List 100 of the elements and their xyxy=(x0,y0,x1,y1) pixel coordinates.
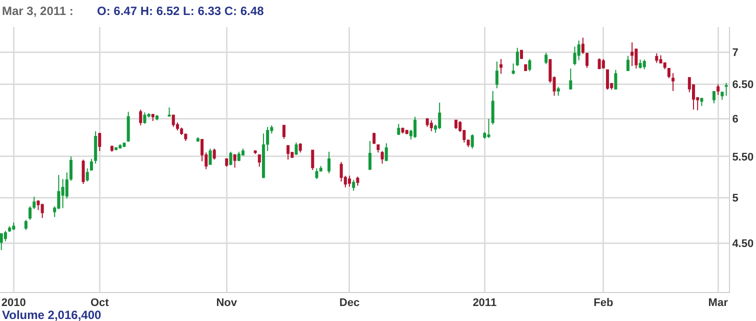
candlestick xyxy=(716,84,720,96)
candlestick xyxy=(667,68,670,79)
y-tick-label: 5.50 xyxy=(732,151,754,164)
y-tick-label: 7 xyxy=(732,47,738,60)
candlestick xyxy=(430,120,433,132)
candlestick xyxy=(294,142,298,156)
candlestick xyxy=(184,133,188,142)
candlestick xyxy=(348,175,351,188)
x-tick-label: Dec xyxy=(339,297,360,310)
y-tick-label: 6.50 xyxy=(732,79,754,92)
candlestick xyxy=(110,145,114,152)
candlestick xyxy=(368,140,372,171)
candlestick xyxy=(642,59,646,70)
candlestick xyxy=(126,111,130,142)
candlestick xyxy=(581,37,584,55)
candlestick xyxy=(384,142,388,162)
candlestick xyxy=(356,176,360,186)
candlestick xyxy=(258,154,261,168)
candlestick xyxy=(172,114,175,128)
candlestick xyxy=(143,112,146,124)
text: O: 6.47 H: 6.52 L: 6.33 C: 6.48 xyxy=(97,4,264,18)
candlestick xyxy=(298,142,302,154)
x-tick-label: Nov xyxy=(216,297,238,310)
candlestick xyxy=(8,226,12,232)
y-tick-label: 5 xyxy=(732,192,738,205)
candlestick xyxy=(470,134,474,150)
candlestick xyxy=(282,124,286,140)
candlestick xyxy=(225,158,228,168)
candlestick xyxy=(122,142,126,148)
candlestick xyxy=(266,126,270,152)
candlestick xyxy=(12,222,16,230)
candlestick xyxy=(414,116,417,138)
candlestick xyxy=(602,58,605,70)
candlestick xyxy=(614,69,618,90)
candlestick xyxy=(405,129,408,135)
candlestick xyxy=(495,61,498,89)
candlestick xyxy=(401,127,404,134)
candlestick xyxy=(151,114,154,122)
candlestick xyxy=(139,109,142,126)
candlestick xyxy=(229,151,232,166)
candlestick xyxy=(380,150,384,164)
candlestick xyxy=(315,168,318,180)
candlestick xyxy=(40,203,44,219)
candlestick xyxy=(155,114,158,121)
candlestick xyxy=(672,72,675,92)
candlestick xyxy=(724,82,728,96)
candlestick xyxy=(712,90,716,104)
x-tick-label: 2011 xyxy=(472,297,497,310)
candlestick xyxy=(524,64,528,72)
candlestick xyxy=(372,132,376,145)
candlestick xyxy=(528,58,532,72)
candlestick xyxy=(233,154,236,168)
candlestick xyxy=(328,151,331,174)
candlestick xyxy=(262,133,265,179)
candlestick xyxy=(196,136,200,142)
candlestick xyxy=(438,102,442,130)
candlestick xyxy=(586,52,589,68)
y-tick-label: 4.50 xyxy=(732,238,754,250)
x-tick-label: Feb xyxy=(594,297,614,310)
candlestick xyxy=(86,168,89,182)
y-tick-label: 6 xyxy=(732,114,738,126)
candlestick xyxy=(168,106,171,118)
candlestick xyxy=(397,123,400,136)
candlestick xyxy=(516,47,519,66)
candlestick xyxy=(655,52,658,64)
candlestick xyxy=(352,179,356,192)
candlestick xyxy=(426,118,429,128)
candlestick xyxy=(311,150,314,171)
candlestick xyxy=(24,219,28,230)
candlestick xyxy=(0,233,3,251)
candlestick xyxy=(700,97,704,107)
candlestick xyxy=(512,62,515,75)
candlestick xyxy=(720,91,724,100)
candlestick xyxy=(118,144,122,150)
candlestick xyxy=(82,159,85,185)
candlestick xyxy=(556,86,560,96)
candlestick xyxy=(544,52,548,65)
candlestick xyxy=(69,156,72,182)
x-tick-label: Oct xyxy=(90,297,110,310)
candlestick xyxy=(487,118,490,138)
candlestick xyxy=(114,146,118,151)
candlestick xyxy=(98,132,102,152)
candlestick xyxy=(500,58,503,74)
candlestick xyxy=(286,145,290,160)
candlestick xyxy=(466,139,470,148)
candlestick xyxy=(212,148,216,160)
candlestick xyxy=(569,68,572,90)
candlestick xyxy=(606,69,609,90)
candlestick xyxy=(254,150,257,155)
candlestick xyxy=(208,148,212,165)
candlestick xyxy=(237,151,240,162)
candlestick xyxy=(626,55,630,71)
candlestick xyxy=(520,50,523,60)
candlestick xyxy=(454,120,458,130)
x-tick-label: 2010 xyxy=(1,297,26,310)
candlestick xyxy=(90,158,93,171)
candlestick xyxy=(491,90,494,126)
text: Volume 2,016,400 xyxy=(2,308,102,321)
candlestick xyxy=(94,130,98,164)
candlestick xyxy=(598,58,601,70)
